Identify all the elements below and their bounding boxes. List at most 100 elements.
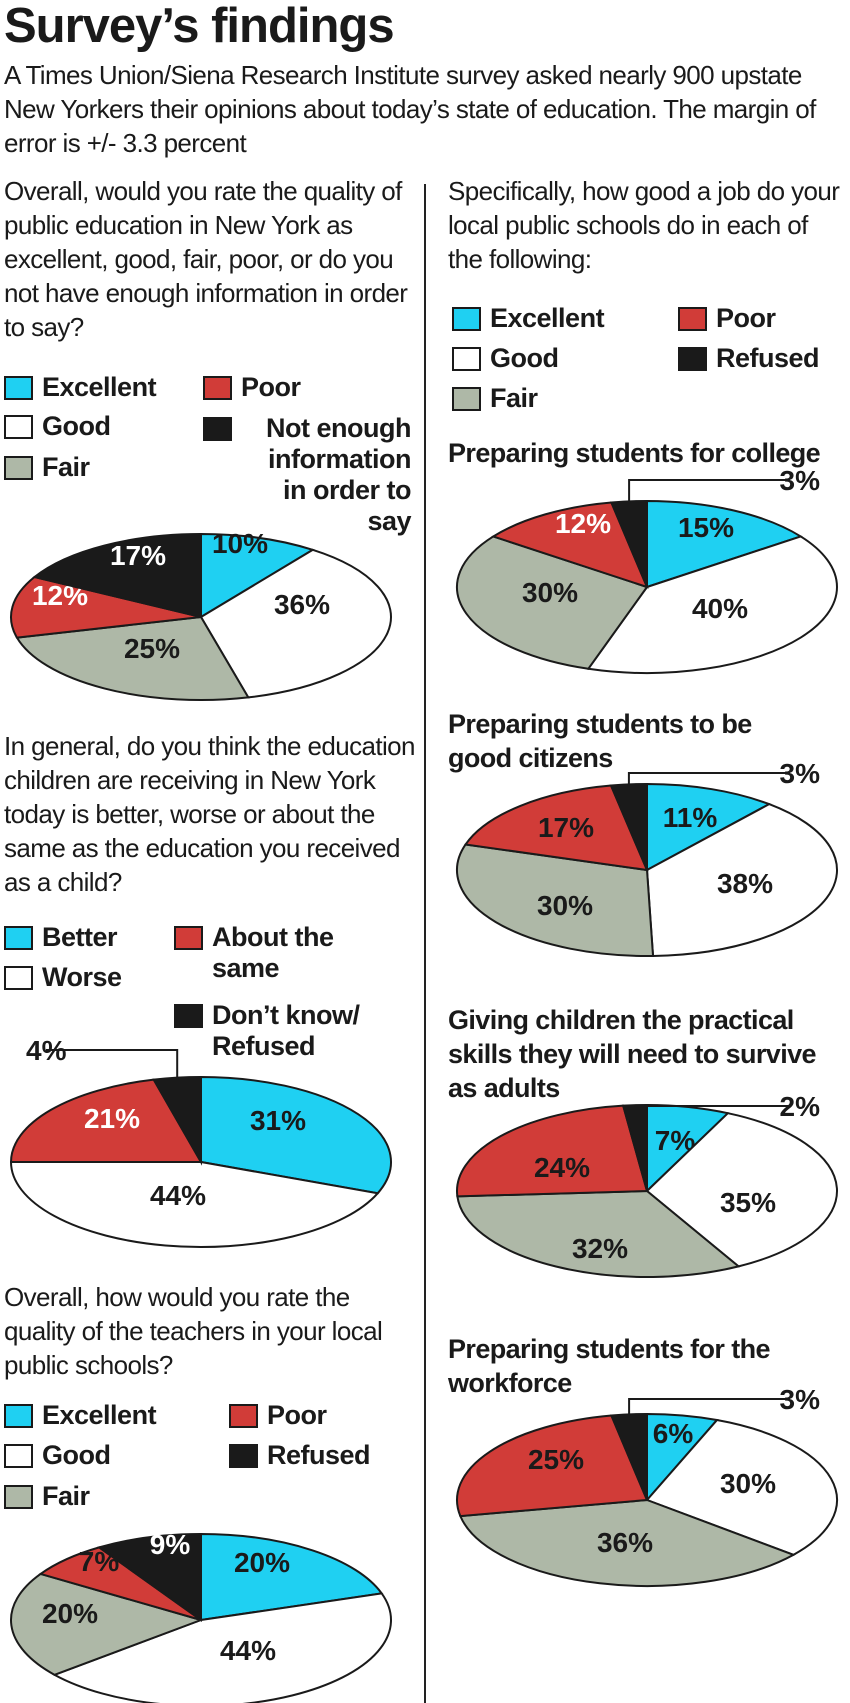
subtitle-college: Preparing students for college xyxy=(448,438,821,468)
legend-item-excellent: Excellent xyxy=(452,303,605,334)
legend-swatch xyxy=(4,1404,33,1428)
pie-slice-good xyxy=(645,1112,839,1268)
pie-data-label: 20% xyxy=(234,1547,290,1578)
question-ny-quality: Overall, would you rate the quality of p… xyxy=(4,176,408,342)
pie-slice-not-enough-information-in-order-to-say xyxy=(32,532,202,619)
legend-swatch xyxy=(4,926,33,950)
pie-slice-good xyxy=(586,535,838,674)
pie-data-label: 6% xyxy=(653,1418,694,1449)
pie-data-label: 11% xyxy=(663,802,718,833)
legend-label: Not enough information in order to say xyxy=(266,413,411,536)
legend-label: Excellent xyxy=(490,303,605,333)
pie-slice-good xyxy=(645,1418,838,1556)
legend-swatch xyxy=(4,966,33,990)
legend-swatch xyxy=(229,1404,258,1428)
pie-chart-6: 7%35%32%24%2% xyxy=(455,1091,839,1278)
legend-label: Good xyxy=(42,411,111,441)
pie-slice-good xyxy=(199,548,392,699)
legend-label: Refused xyxy=(716,343,820,373)
pie-data-label: 3% xyxy=(780,758,821,789)
pie-data-label: 2% xyxy=(780,1091,821,1122)
legend-swatch xyxy=(203,417,232,441)
legend-label: Excellent xyxy=(42,1400,157,1430)
pie-slice-excellent xyxy=(200,1532,384,1622)
pie-slice-poor xyxy=(490,501,649,589)
legend-swatch xyxy=(229,1444,258,1468)
pie-data-label: 38% xyxy=(717,868,773,899)
legend-label: Good xyxy=(42,1440,111,1470)
legend-label: About the same xyxy=(212,922,334,983)
legend-label: Worse xyxy=(42,962,122,992)
legend-swatch xyxy=(203,376,232,400)
legend-swatch xyxy=(452,307,481,331)
legend-item-about-same: About the same xyxy=(174,922,404,984)
pie-slice-excellent xyxy=(646,499,804,589)
legend-label: Poor xyxy=(267,1400,327,1430)
question-teachers: Overall, how would you rate the quality … xyxy=(4,1282,383,1380)
pie-data-label: 44% xyxy=(150,1180,206,1211)
pie-data-label: 21% xyxy=(84,1103,140,1134)
pie-slice-poor xyxy=(463,784,649,872)
pie-slice-poor xyxy=(456,1414,649,1518)
legend-item-fair: Fair xyxy=(452,383,538,414)
pie-slice-fair xyxy=(458,1498,796,1587)
legend-label: Excellent xyxy=(42,372,157,402)
legend-item-poor: Poor xyxy=(678,303,776,334)
leader-line xyxy=(46,1049,179,1080)
pie-data-label: 31% xyxy=(250,1105,306,1136)
pie-data-label: 17% xyxy=(110,540,166,571)
leader-line xyxy=(628,479,790,504)
legend-label: Poor xyxy=(241,372,301,402)
pie-slice-fair xyxy=(15,615,250,701)
pie-data-label: 36% xyxy=(597,1527,653,1558)
pie-slice-excellent xyxy=(646,782,772,872)
pie-slice-worse xyxy=(9,1161,380,1248)
pie-data-label: 17% xyxy=(538,812,594,843)
legend-item-refused: Refused xyxy=(229,1440,371,1471)
pie-data-label: 44% xyxy=(220,1635,276,1666)
pie-data-label: 32% xyxy=(572,1233,628,1264)
legend-swatch xyxy=(452,347,481,371)
legend-label: Better xyxy=(42,922,118,952)
leader-line xyxy=(634,1105,790,1108)
legend-item-poor: Poor xyxy=(229,1400,327,1431)
legend-label: Fair xyxy=(42,452,90,482)
pie-data-label: 3% xyxy=(780,465,821,496)
pie-data-label: 25% xyxy=(528,1444,584,1475)
legend-item-poor: Poor xyxy=(203,372,301,403)
legend-label: Fair xyxy=(490,383,538,413)
legend-swatch xyxy=(174,1004,203,1028)
legend-swatch xyxy=(678,347,707,371)
pie-slice-about-the-same xyxy=(9,1078,203,1163)
pie-chart-2: 31% 44% 21% 4% xyxy=(9,1035,392,1248)
legend-swatch xyxy=(4,376,33,400)
legend-item-fair: Fair xyxy=(4,1481,90,1512)
pie-slice-poor xyxy=(10,575,202,639)
legend-label: Don’t know/ Refused xyxy=(212,1000,360,1061)
question-local-schools: Specifically, how good a job do your loc… xyxy=(448,176,840,274)
page-title: Survey’s findings xyxy=(4,0,395,53)
subtitle-practical-skills: Giving children the practical skills the… xyxy=(448,1005,817,1103)
legend-item-worse: Worse xyxy=(4,962,122,993)
pie-data-label: 40% xyxy=(692,593,748,624)
legend-item-better: Better xyxy=(4,922,118,953)
legend-item-excellent: Excellent xyxy=(4,372,157,403)
pie-data-label: 4% xyxy=(26,1035,67,1066)
pie-slice-fair xyxy=(455,843,655,957)
legend-swatch xyxy=(4,1485,33,1509)
pie-slice-fair xyxy=(456,1189,741,1278)
legend-item-excellent: Excellent xyxy=(4,1400,157,1431)
pie-data-label: 24% xyxy=(534,1152,590,1183)
pie-data-label: 3% xyxy=(780,1384,821,1415)
question-compare: In general, do you think the education c… xyxy=(4,731,415,897)
subtitle-citizens: Preparing students to be good citizens xyxy=(448,709,752,773)
pie-slice-poor xyxy=(455,1104,649,1198)
legend-swatch xyxy=(452,387,481,411)
legend-swatch xyxy=(174,926,203,950)
legend-item-fair: Fair xyxy=(4,452,90,483)
pie-data-label: 25% xyxy=(124,633,180,664)
pie-data-label: 12% xyxy=(555,508,611,539)
legend-label: Poor xyxy=(716,303,776,333)
legend-label: Fair xyxy=(42,1481,90,1511)
